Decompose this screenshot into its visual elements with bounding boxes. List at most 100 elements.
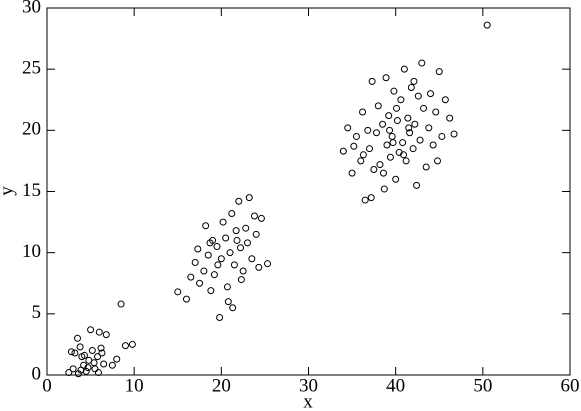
point: [84, 364, 92, 372]
point: [202, 222, 210, 230]
point: [224, 298, 232, 306]
point: [404, 114, 412, 122]
point: [108, 361, 116, 369]
point: [174, 288, 182, 296]
point: [243, 239, 251, 247]
point: [80, 351, 88, 359]
point: [413, 181, 421, 189]
point: [90, 359, 98, 367]
point: [65, 369, 73, 377]
point: [374, 102, 382, 110]
y-tick-label: 30: [22, 0, 41, 17]
point: [402, 157, 410, 165]
point: [359, 151, 367, 159]
point: [368, 77, 376, 85]
point: [397, 96, 405, 104]
point: [410, 77, 418, 85]
point: [76, 343, 84, 351]
point: [344, 124, 352, 132]
point: [71, 349, 79, 357]
point: [242, 224, 250, 232]
point: [87, 326, 95, 334]
y-tick-label: 15: [22, 180, 41, 201]
point: [222, 234, 230, 242]
y-axis-label: y: [0, 186, 17, 196]
point: [235, 197, 243, 205]
point: [411, 120, 419, 128]
point: [252, 230, 260, 238]
y-tick-label: 0: [32, 363, 42, 384]
point: [207, 287, 215, 295]
point: [226, 249, 234, 257]
x-tick-label: 10: [125, 375, 144, 396]
x-tick-label: 0: [42, 375, 52, 396]
point: [91, 365, 99, 373]
point: [389, 139, 397, 147]
point: [383, 141, 391, 149]
point: [390, 87, 398, 95]
point: [359, 108, 367, 116]
point: [95, 328, 103, 336]
point: [200, 267, 208, 275]
point: [434, 157, 442, 165]
point: [427, 90, 435, 98]
point: [100, 360, 108, 368]
point: [230, 261, 238, 269]
point: [182, 295, 190, 303]
y-tick-label: 10: [22, 241, 41, 262]
point: [405, 124, 413, 132]
point: [450, 130, 458, 138]
point: [348, 169, 356, 177]
point: [237, 244, 245, 252]
point: [438, 132, 446, 140]
point: [94, 369, 102, 377]
point: [393, 117, 401, 125]
point: [386, 153, 394, 161]
point: [350, 142, 358, 150]
point: [74, 334, 82, 342]
point: [446, 114, 454, 122]
point: [216, 314, 224, 322]
point: [113, 355, 121, 363]
point: [248, 255, 256, 263]
point: [191, 258, 199, 266]
point: [367, 194, 375, 202]
x-tick-label: 30: [299, 375, 318, 396]
point: [117, 300, 125, 308]
point: [69, 365, 77, 373]
point: [425, 124, 433, 132]
point: [382, 74, 390, 82]
x-tick-label: 40: [386, 375, 405, 396]
x-tick-label: 60: [561, 375, 580, 396]
point: [364, 126, 372, 134]
point: [97, 344, 105, 352]
point: [102, 331, 110, 339]
point: [380, 185, 388, 193]
point: [237, 276, 245, 284]
point: [210, 271, 218, 279]
point: [406, 129, 414, 137]
point: [77, 366, 85, 374]
point: [400, 151, 408, 159]
point: [214, 261, 222, 269]
point: [372, 129, 380, 137]
point: [385, 112, 393, 120]
point: [432, 108, 440, 116]
point: [422, 163, 430, 171]
point: [128, 340, 136, 348]
point: [250, 212, 258, 220]
point: [418, 59, 426, 67]
point: [376, 161, 384, 169]
point: [204, 251, 212, 259]
point: [370, 165, 378, 173]
point: [194, 245, 202, 253]
y-tick-label: 5: [32, 302, 42, 323]
point: [386, 126, 394, 134]
point: [393, 104, 401, 112]
y-tick-label: 25: [22, 58, 41, 79]
point: [233, 236, 241, 244]
point: [441, 96, 449, 104]
point: [82, 367, 90, 375]
point: [483, 21, 491, 29]
